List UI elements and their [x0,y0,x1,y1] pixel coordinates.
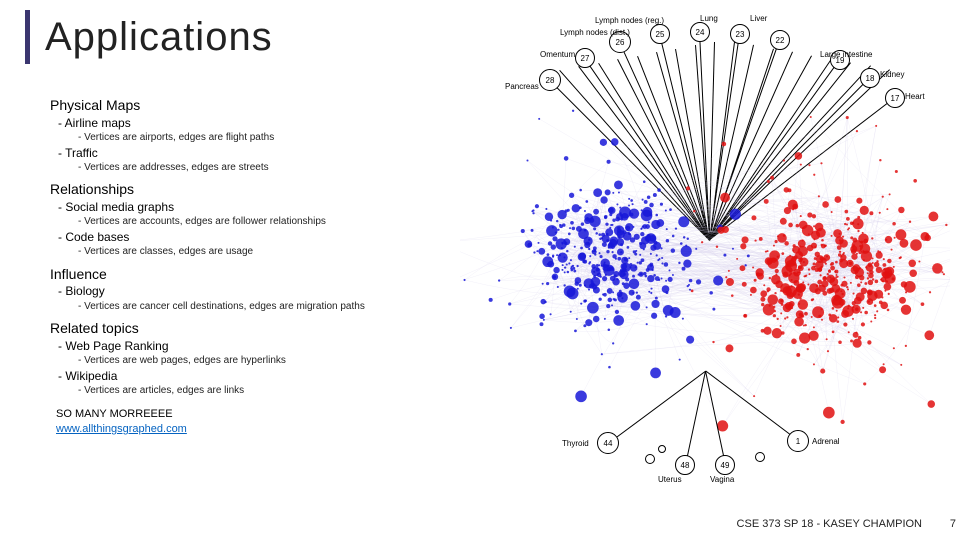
section-heading: Influence [50,265,450,284]
bullet-level-1: Traffic [58,145,450,161]
diagram-node: 27 [575,48,595,68]
so-many-text: SO MANY MORREEEE [56,407,450,422]
bullet-level-1: Social media graphs [58,199,450,215]
diagram-label: Liver [750,14,767,23]
diagram-label: Lymph nodes (reg.) [595,16,664,25]
diagram-node: 28 [539,69,561,91]
bullet-level-1: Wikipedia [58,368,450,384]
diagram-node [755,452,765,462]
diagram-label: Adrenal [812,437,840,446]
bullet-level-2: Vertices are articles, edges are links [78,384,450,398]
diagram-node [645,454,655,464]
external-link[interactable]: www.allthingsgraphed.com [56,422,450,437]
bullet-level-1: Web Page Ranking [58,338,450,354]
footer-text: CSE 373 SP 18 - KASEY CHAMPION [737,518,922,530]
diagram-node: 22 [770,30,790,50]
diagram-label: Omentum [540,50,575,59]
diagram-node [658,445,666,453]
diagram-label: Kidney [880,70,904,79]
bullet-level-1: Biology [58,283,450,299]
diagram-label: Lung [700,14,718,23]
diagram-node: 24 [690,22,710,42]
bullet-level-2: Vertices are cancer cell destinations, e… [78,300,450,314]
network-cluster-graph [460,100,950,440]
bullet-level-2: Vertices are airports, edges are flight … [78,131,450,145]
title-accent-bar [25,10,30,64]
bottom-arc-diagram: 44 48 49 1 Thyroid Uterus Vagina Adrenal [560,431,860,486]
diagram-node: 18 [860,68,880,88]
page-number: 7 [950,518,956,530]
graphic-area: 28272625242322191817PancreasOmentumLymph… [460,20,950,490]
diagram-label: Vagina [710,475,734,484]
outline-content: Physical MapsAirline mapsVertices are ai… [50,90,450,437]
diagram-label: Thyroid [562,439,589,448]
diagram-label: Pancreas [505,82,539,91]
diagram-node: 48 [675,455,695,475]
bullet-level-2: Vertices are addresses, edges are street… [78,161,450,175]
diagram-node: 25 [650,24,670,44]
section-heading: Relationships [50,180,450,199]
section-heading: Related topics [50,319,450,338]
diagram-node: 23 [730,24,750,44]
top-arc-diagram: 28272625242322191817PancreasOmentumLymph… [500,20,920,110]
bullet-level-2: Vertices are web pages, edges are hyperl… [78,354,450,368]
bullet-level-2: Vertices are classes, edges are usage [78,245,450,259]
title-block: Applications [25,10,273,64]
section-heading: Physical Maps [50,96,450,115]
diagram-label: Large intestine [820,50,872,59]
bullet-level-2: Vertices are accounts, edges are followe… [78,215,450,229]
bullet-level-1: Airline maps [58,115,450,131]
diagram-node: 1 [787,430,809,452]
page-title: Applications [45,15,273,60]
diagram-label: Lymph nodes (dist.) [560,28,630,37]
diagram-label: Uterus [658,475,682,484]
bullet-level-1: Code bases [58,229,450,245]
diagram-node: 44 [597,432,619,454]
diagram-node: 49 [715,455,735,475]
